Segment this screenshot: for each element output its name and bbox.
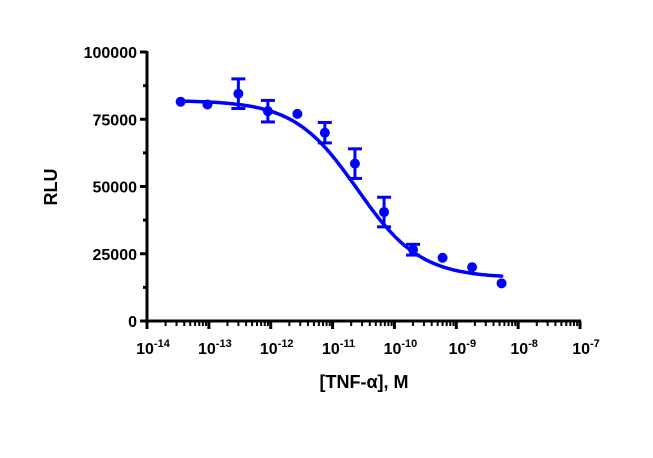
axes: 0 25000 50000 75000 100000 10-14 10-13 10-12 10-…	[84, 45, 600, 358]
x-tick-label: 10-13	[198, 338, 232, 358]
data-points	[175, 77, 507, 289]
y-tick-label: 50000	[93, 180, 138, 197]
data-point	[377, 195, 392, 229]
y-tick-label: 0	[128, 314, 137, 331]
data-point	[496, 278, 507, 289]
data-point	[467, 262, 478, 273]
x-tick-label: 10-14	[136, 338, 171, 358]
x-axis-title: [TNF-α], M	[319, 372, 408, 392]
y-tick-label: 100000	[84, 45, 137, 62]
x-tick-label: 10-7	[572, 338, 600, 358]
data-point	[231, 77, 246, 110]
x-tick-label: 10-8	[510, 338, 538, 358]
data-point	[406, 242, 421, 257]
data-point	[317, 120, 332, 145]
data-point	[292, 108, 303, 119]
x-tick-label: 10-10	[384, 338, 418, 358]
data-point	[437, 252, 448, 263]
data-point	[175, 96, 186, 107]
data-point	[347, 147, 362, 180]
y-tick-label: 25000	[93, 247, 138, 264]
x-tick-label: 10-9	[448, 338, 476, 358]
x-tick-label: 10-12	[260, 338, 294, 358]
fit-curve	[178, 99, 504, 278]
y-tick-label: 75000	[93, 112, 138, 129]
data-point	[260, 98, 275, 124]
y-axis-title: RLU	[41, 169, 61, 206]
x-tick-label: 10-11	[322, 338, 355, 358]
data-point	[202, 99, 213, 110]
